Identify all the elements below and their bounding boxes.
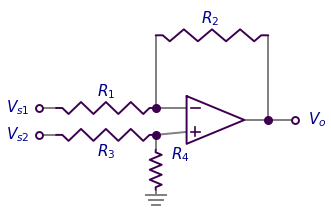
Text: $R_4$: $R_4$	[171, 145, 189, 164]
Text: $R_2$: $R_2$	[201, 9, 219, 28]
Text: $R_3$: $R_3$	[97, 143, 115, 161]
Text: $R_1$: $R_1$	[97, 83, 115, 101]
Text: $V_o$: $V_o$	[308, 111, 327, 129]
Text: $V_{s1}$: $V_{s1}$	[6, 99, 29, 117]
Text: $V_{s2}$: $V_{s2}$	[6, 126, 29, 144]
